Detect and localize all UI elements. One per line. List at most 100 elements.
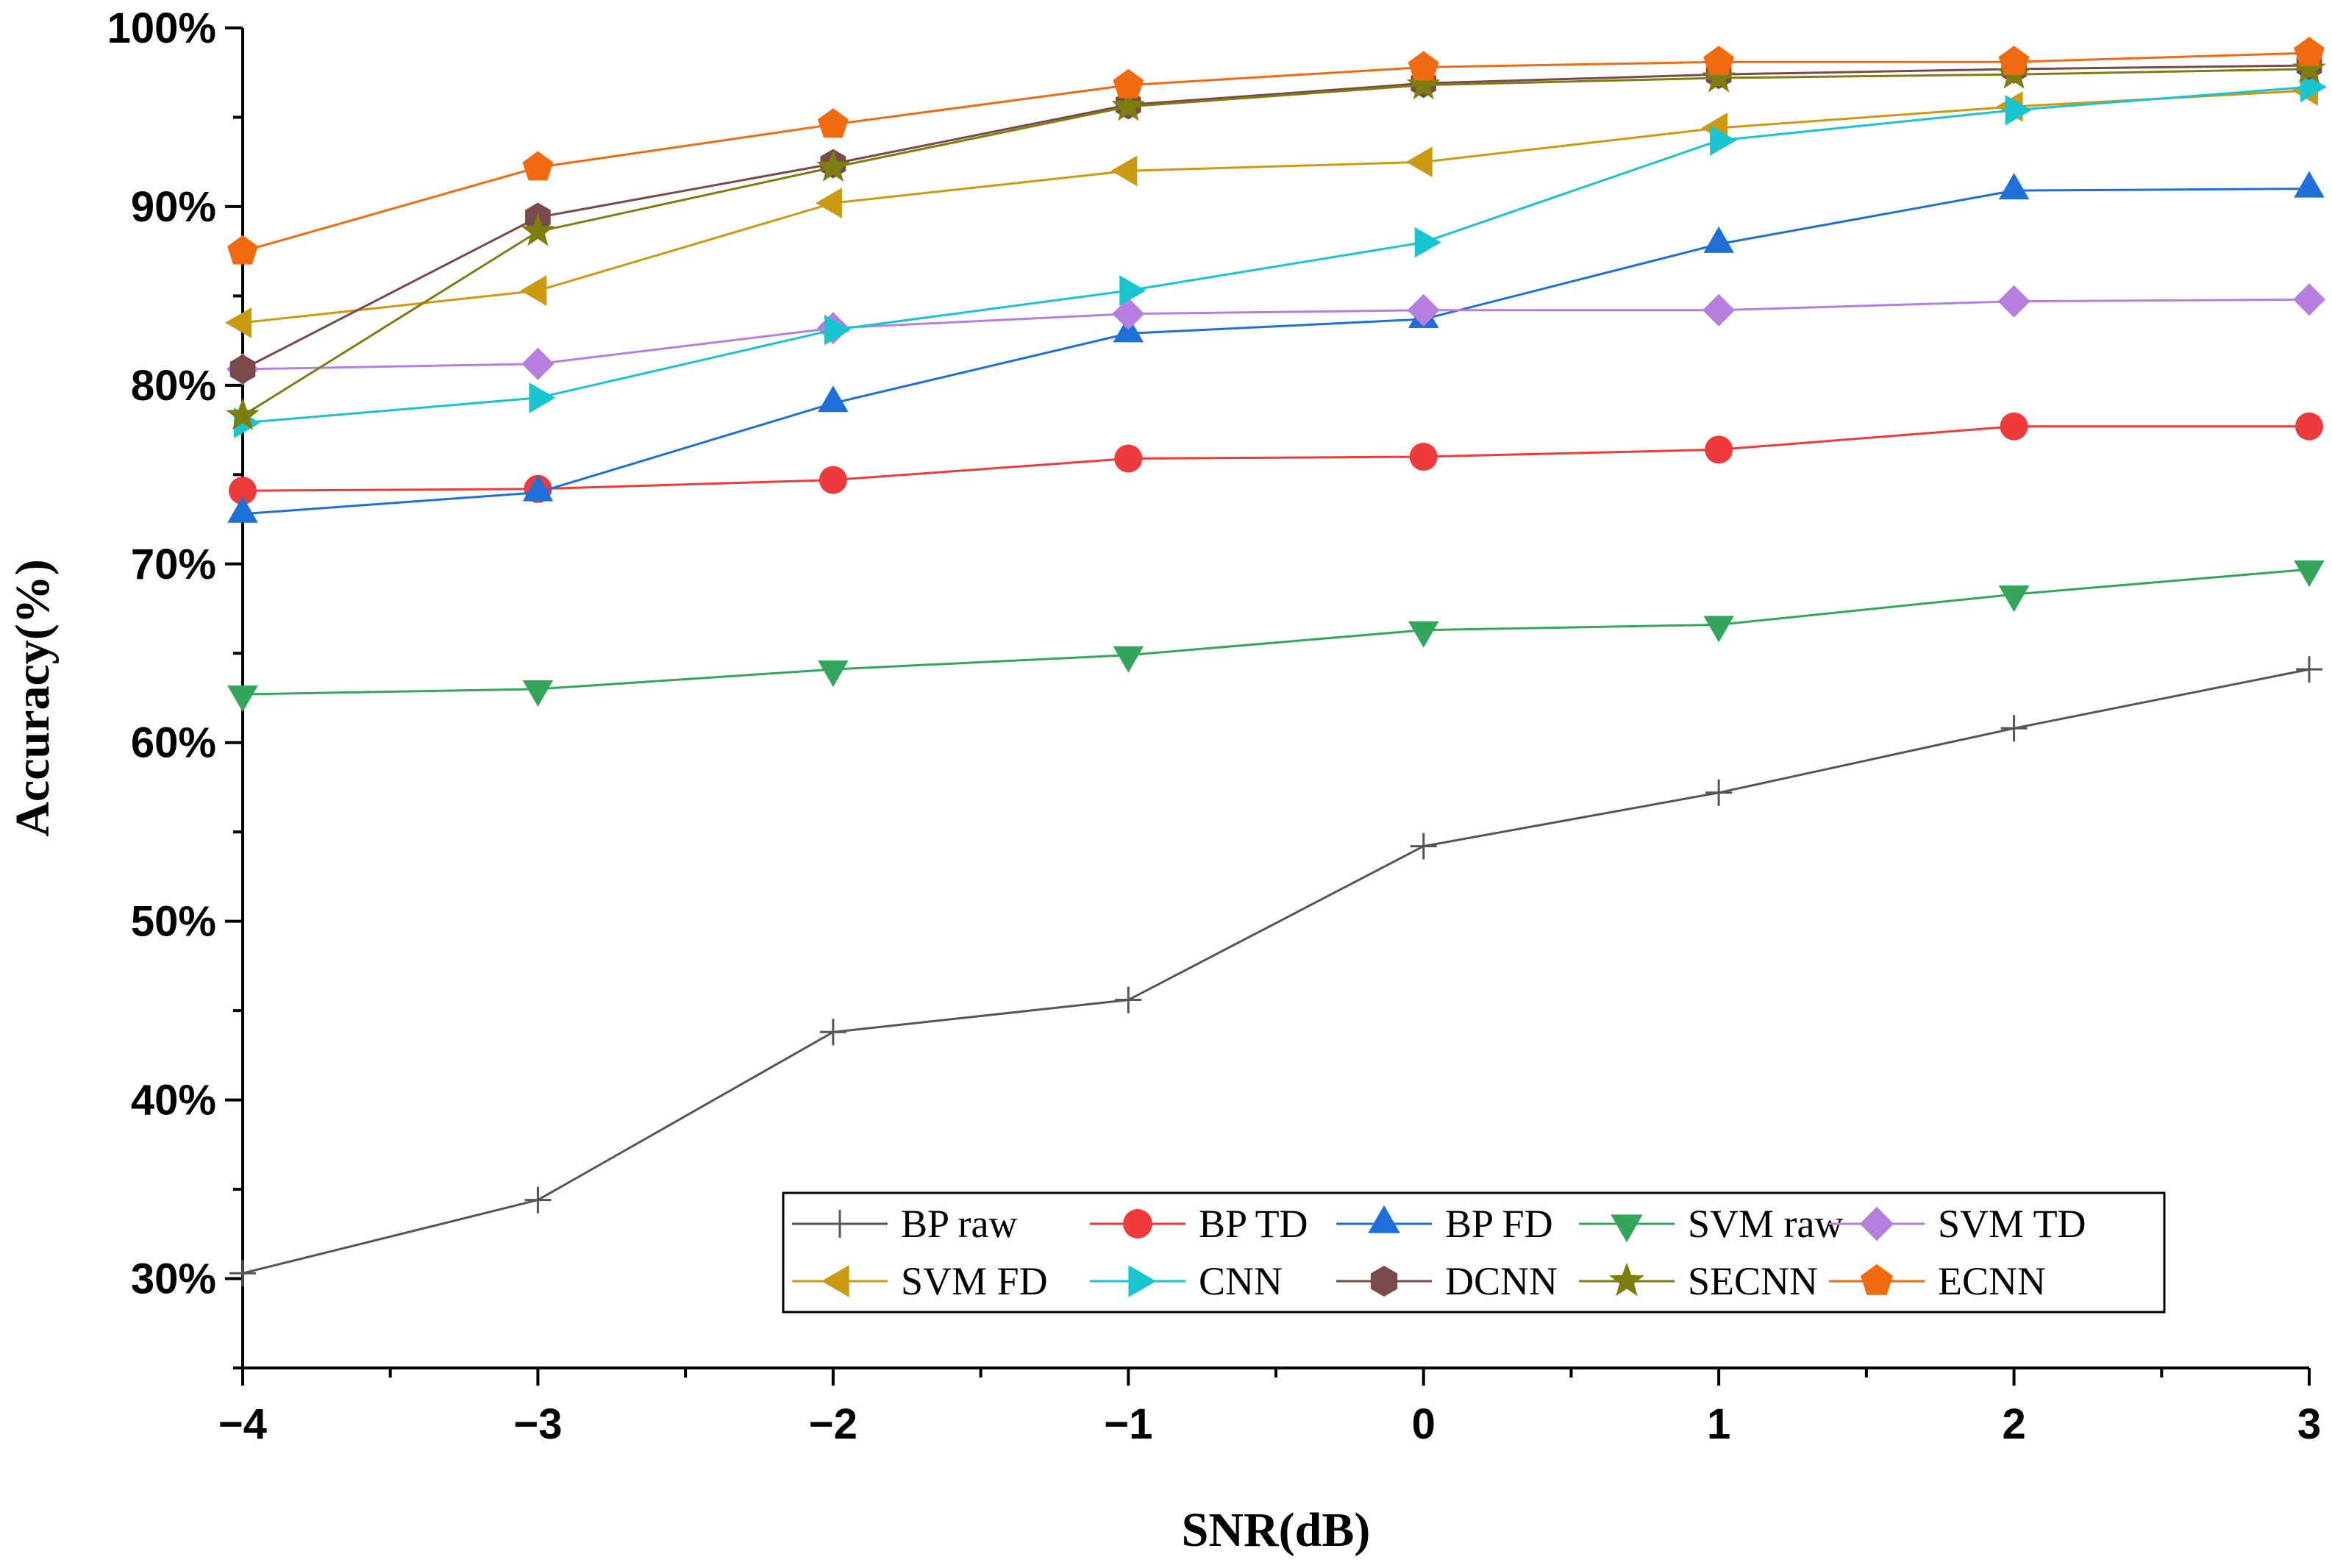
legend-item-svm-fd: SVM FD (792, 1259, 1048, 1303)
legend-label: DCNN (1445, 1259, 1558, 1303)
x-tick-label: −3 (513, 1400, 562, 1448)
data-point-ecnn (1703, 46, 1735, 75)
legend-marker (1368, 1205, 1400, 1233)
legend-marker (1370, 1266, 1398, 1297)
legend-label: BP TD (1199, 1202, 1308, 1246)
x-tick-label: 3 (2297, 1400, 2321, 1448)
data-point-secnn (226, 398, 260, 430)
data-point-svm-fd (520, 275, 547, 306)
series-line-svm-td (242, 298, 2310, 371)
data-point-svm-raw (1408, 621, 1439, 648)
data-point-bp-raw (1705, 779, 1733, 806)
data-point-cnn (1710, 125, 1737, 156)
legend-item-dcnn: DCNN (1336, 1259, 1558, 1303)
legend-label: SVM FD (901, 1259, 1048, 1303)
data-point-secnn (1406, 67, 1441, 100)
legend-item-ecnn: ECNN (1829, 1259, 2046, 1303)
data-point-cnn (1414, 227, 1441, 258)
data-point-svm-raw (1998, 585, 2030, 613)
y-tick-label: 100% (107, 4, 216, 52)
data-point-bp-raw (1115, 986, 1142, 1013)
data-point-svm-raw (522, 680, 554, 707)
legend-item-bp-fd: BP FD (1336, 1202, 1553, 1246)
legend-label: SVM TD (1938, 1202, 2086, 1246)
series-cnn (234, 71, 2327, 438)
series-line-svm-fd (242, 89, 2310, 324)
y-tick-label: 90% (131, 183, 216, 231)
data-point-ecnn (817, 108, 849, 138)
legend-marker (1609, 1262, 1644, 1297)
data-point-svm-fd (815, 188, 842, 218)
y-tick-label: 30% (131, 1255, 216, 1303)
legend-item-cnn: CNN (1090, 1259, 1283, 1303)
x-tick-label: 0 (1412, 1400, 1436, 1448)
data-point-svm-raw (2294, 560, 2325, 588)
legend-label: SVM raw (1688, 1202, 1844, 1246)
data-point-secnn (1111, 88, 1146, 121)
data-point-cnn (529, 382, 556, 413)
x-tick-label: 1 (1707, 1400, 1730, 1448)
legend-marker (1611, 1214, 1643, 1243)
series-line-secnn (242, 68, 2310, 417)
legend-marker (821, 1265, 849, 1297)
data-point-bp-raw (229, 1260, 256, 1287)
data-point-svm-td (1997, 285, 2030, 318)
legend-label: SECNN (1688, 1259, 1818, 1303)
legend-marker (1861, 1264, 1893, 1295)
y-tick-label: 80% (131, 362, 216, 410)
data-point-ecnn (2294, 37, 2325, 66)
data-point-bp-fd (522, 474, 554, 502)
data-point-bp-fd (818, 385, 849, 413)
series-line-bp-td (242, 425, 2309, 492)
data-point-bp-td (2295, 412, 2323, 441)
series-line-svm-raw (242, 568, 2310, 696)
data-point-ecnn (1113, 68, 1144, 99)
x-axis-title: SNR(dB) (1182, 1503, 1371, 1557)
x-tick-label: −1 (1104, 1400, 1152, 1448)
y-tick-label: 60% (131, 719, 216, 767)
data-point-bp-fd (2294, 171, 2325, 198)
legend-label: CNN (1199, 1259, 1283, 1303)
data-point-svm-td (2293, 283, 2325, 316)
data-point-cnn (2300, 71, 2327, 102)
data-point-bp-fd (1998, 173, 2030, 200)
data-point-dcnn (229, 354, 256, 384)
series-bp-raw (229, 656, 2322, 1287)
data-point-svm-raw (1703, 616, 1734, 643)
data-point-ecnn (1408, 51, 1439, 81)
data-point-svm-raw (818, 660, 849, 688)
data-point-cnn (824, 314, 851, 346)
x-tick-label: 2 (2002, 1400, 2025, 1448)
series-line-ecnn (242, 51, 2310, 253)
series-line-bp-fd (242, 188, 2310, 516)
series-svm-raw (227, 560, 2325, 713)
series-ecnn (227, 37, 2325, 265)
data-point-svm-td (1702, 293, 1736, 327)
y-tick-label: 40% (131, 1077, 216, 1125)
legend-label: BP FD (1445, 1202, 1553, 1246)
legend-marker (1859, 1206, 1894, 1241)
legend-marker (1128, 1265, 1157, 1297)
data-point-bp-raw (819, 1019, 846, 1046)
data-point-svm-td (1112, 297, 1145, 330)
data-point-ecnn (522, 151, 554, 181)
series-bp-fd (227, 171, 2325, 523)
x-tick-label: −4 (218, 1400, 267, 1448)
data-point-svm-raw (1113, 646, 1144, 673)
legend-item-bp-td: BP TD (1090, 1202, 1308, 1246)
data-point-secnn (816, 149, 850, 182)
data-point-svm-fd (1110, 155, 1138, 187)
legend-item-bp-raw: BP raw (792, 1202, 1018, 1246)
data-point-svm-td (521, 347, 555, 380)
series-line-cnn (242, 85, 2310, 424)
data-point-bp-td (229, 477, 257, 505)
data-point-secnn (2292, 51, 2326, 84)
legend: BP raw BP TD BP FD SVM raw SVM TD SVM FD CNN DC… (782, 1191, 2166, 1314)
y-tick-label: 50% (131, 898, 216, 946)
legend-label: BP raw (901, 1202, 1018, 1246)
data-point-svm-fd (225, 307, 252, 338)
data-point-bp-raw (524, 1186, 552, 1214)
data-point-bp-raw (2296, 656, 2322, 683)
axes: 30% 40% 50% 60% 70% 80% 90% 100% −4 −3 −2 −1 0 1 2 3 (107, 4, 2321, 1448)
